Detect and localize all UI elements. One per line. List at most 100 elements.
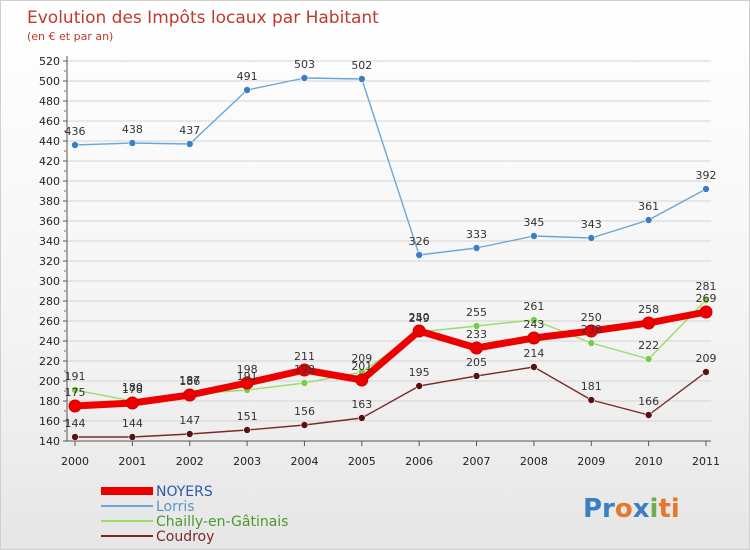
data-label-noyers-2004: 211 (294, 350, 315, 363)
x-tick-label-2002: 2002 (176, 455, 204, 468)
y-minor-dot (64, 70, 66, 72)
point-lorris-2003 (243, 86, 251, 94)
chart-subtitle: (en € et par an) (27, 30, 113, 43)
axis-layer: 140 160 180 200 220 240 260 280 300 320 340 360 380 4… (39, 55, 720, 468)
y-tick-label-240: 240 (39, 335, 60, 348)
data-label-lorris-2006: 326 (409, 235, 430, 248)
point-noyers-2004 (297, 363, 311, 377)
data-label-chailly-en-g-tinais-2008: 261 (523, 300, 544, 313)
data-label-chailly-en-g-tinais-2011: 281 (696, 280, 717, 293)
x-tick-label-2011: 2011 (692, 455, 720, 468)
y-minor-dot (64, 170, 66, 172)
point-lorris-2009 (587, 234, 596, 242)
data-label-chailly-en-g-tinais-2005: 209 (351, 352, 372, 365)
data-label-noyers-2011: 269 (696, 292, 717, 305)
point-lorris-2010 (644, 216, 653, 224)
data-label-noyers-2009: 250 (581, 311, 602, 324)
x-tick-label-2008: 2008 (520, 455, 548, 468)
logo-part-1: o (615, 494, 633, 524)
logo-part-3: i (650, 494, 659, 524)
y-minor-dot (64, 130, 66, 132)
y-minor-dot (64, 270, 66, 272)
point-noyers-2007 (470, 341, 484, 355)
data-label-chailly-en-g-tinais-2007: 255 (466, 306, 487, 319)
data-label-coudroy-2003: 151 (237, 410, 258, 423)
data-label-chailly-en-g-tinais-2001: 180 (122, 381, 143, 394)
y-minor-dot (64, 430, 66, 432)
point-chailly-en-g-tinais-2010 (644, 355, 653, 363)
y-tick-label-420: 420 (39, 155, 60, 168)
y-tick-label-260: 260 (39, 315, 60, 328)
data-label-coudroy-2008: 214 (523, 347, 544, 360)
series-line-coudroy (74, 366, 707, 438)
x-tick-label-2000: 2000 (61, 455, 89, 468)
data-label-lorris-2002: 437 (179, 124, 200, 137)
point-coudroy-2002 (185, 430, 194, 438)
point-coudroy-2001 (128, 433, 137, 441)
x-tick-label-2010: 2010 (635, 455, 663, 468)
data-label-lorris-2005: 502 (351, 59, 372, 72)
x-tick-label-2007: 2007 (463, 455, 491, 468)
data-label-noyers-2006: 250 (409, 311, 430, 324)
y-minor-dot (64, 90, 66, 92)
data-label-lorris-2001: 438 (122, 123, 143, 136)
point-lorris-2005 (358, 75, 366, 83)
point-coudroy-2005 (358, 414, 366, 422)
data-label-chailly-en-g-tinais-2009: 238 (581, 323, 602, 336)
data-label-lorris-2000: 436 (65, 125, 86, 138)
point-lorris-2007 (472, 244, 481, 252)
point-noyers-2010 (642, 316, 656, 330)
data-label-chailly-en-g-tinais-2006: 249 (409, 312, 430, 325)
data-label-coudroy-2002: 147 (179, 414, 200, 427)
y-tick-label-440: 440 (39, 135, 60, 148)
point-coudroy-2000 (71, 433, 79, 441)
point-coudroy-2008 (530, 363, 538, 371)
series-line-chailly-en-g-tinais (74, 299, 707, 402)
point-chailly-en-g-tinais-2009 (587, 339, 596, 347)
point-noyers-2001 (125, 396, 139, 410)
y-minor-dot (64, 330, 66, 332)
data-label-lorris-2003: 491 (237, 70, 258, 83)
y-tick-label-180: 180 (39, 395, 60, 408)
y-tick-label-200: 200 (39, 375, 60, 388)
data-label-noyers-2005: 201 (351, 360, 372, 373)
point-coudroy-2007 (472, 372, 481, 380)
y-tick-label-500: 500 (39, 75, 60, 88)
point-chailly-en-g-tinais-2008 (530, 316, 538, 324)
data-label-lorris-2007: 333 (466, 228, 487, 241)
y-minor-dot (64, 390, 66, 392)
y-minor-dot (64, 350, 66, 352)
data-label-noyers-2001: 178 (122, 383, 143, 396)
point-noyers-2005 (355, 373, 369, 387)
point-lorris-2011 (702, 185, 710, 193)
y-minor-dot (64, 250, 66, 252)
y-minor-dot (64, 370, 66, 372)
point-noyers-2000 (68, 399, 82, 413)
data-label-noyers-2000: 175 (65, 386, 86, 399)
y-tick-label-300: 300 (39, 275, 60, 288)
point-coudroy-2004 (300, 421, 309, 429)
y-tick-label-400: 400 (39, 175, 60, 188)
x-tick-label-2003: 2003 (233, 455, 261, 468)
point-chailly-en-g-tinais-2004 (300, 379, 309, 387)
y-minor-dot (64, 290, 66, 292)
point-noyers-2008 (527, 331, 541, 345)
point-chailly-en-g-tinais-2011 (702, 296, 710, 304)
data-label-lorris-2010: 361 (638, 200, 659, 213)
y-tick-label-140: 140 (39, 435, 60, 448)
logo-part-0: Pr (583, 494, 615, 524)
point-coudroy-2006 (415, 382, 423, 390)
data-label-lorris-2004: 503 (294, 58, 315, 71)
point-lorris-2006 (415, 251, 423, 259)
data-label-chailly-en-g-tinais-2002: 187 (179, 374, 200, 387)
legend-label-lorris: Lorris (156, 499, 195, 515)
grid-layer (67, 60, 711, 442)
data-label-lorris-2008: 345 (523, 216, 544, 229)
legend-label-coudroy: Coudroy (156, 529, 214, 545)
y-minor-dot (64, 230, 66, 232)
data-label-noyers-2010: 258 (638, 303, 659, 316)
